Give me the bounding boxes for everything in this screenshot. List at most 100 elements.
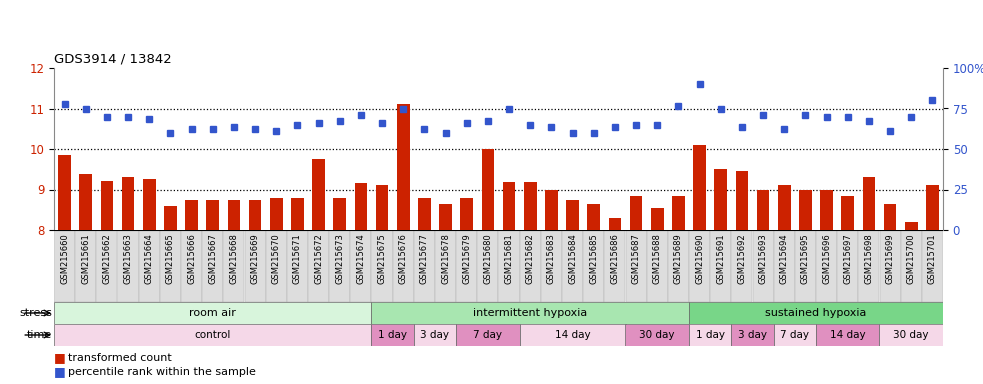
Bar xyxy=(96,230,118,302)
Bar xyxy=(355,184,368,230)
Text: 7 day: 7 day xyxy=(474,330,502,340)
Text: 3 day: 3 day xyxy=(738,330,767,340)
Text: GSM215682: GSM215682 xyxy=(526,233,535,284)
Text: GSM215696: GSM215696 xyxy=(822,233,831,284)
Bar xyxy=(651,208,664,230)
Bar xyxy=(54,324,372,346)
Text: 30 day: 30 day xyxy=(894,330,929,340)
Bar xyxy=(583,230,605,302)
Text: ■: ■ xyxy=(54,351,70,364)
Text: GSM215677: GSM215677 xyxy=(420,233,429,285)
Text: room air: room air xyxy=(190,308,236,318)
Bar xyxy=(715,169,727,230)
Bar xyxy=(80,174,92,230)
Bar xyxy=(566,200,579,230)
Text: GSM215667: GSM215667 xyxy=(208,233,217,285)
Text: 14 day: 14 day xyxy=(554,330,591,340)
Bar xyxy=(456,230,478,302)
Text: GSM215689: GSM215689 xyxy=(674,233,683,284)
Bar xyxy=(608,218,621,230)
Bar xyxy=(185,200,198,230)
Text: 7 day: 7 day xyxy=(781,330,809,340)
Text: 30 day: 30 day xyxy=(640,330,675,340)
Bar xyxy=(223,230,245,302)
Text: GSM215687: GSM215687 xyxy=(632,233,641,285)
Text: 14 day: 14 day xyxy=(830,330,866,340)
Bar xyxy=(588,204,600,230)
Text: GSM215693: GSM215693 xyxy=(759,233,768,284)
Text: GSM215697: GSM215697 xyxy=(843,233,852,284)
Bar xyxy=(731,324,774,346)
Text: GSM215690: GSM215690 xyxy=(695,233,704,284)
Bar xyxy=(884,204,896,230)
Text: GSM215669: GSM215669 xyxy=(251,233,260,284)
Bar xyxy=(206,200,219,230)
Text: control: control xyxy=(195,330,231,340)
Bar xyxy=(520,230,541,302)
Bar xyxy=(372,324,414,346)
Text: GSM215663: GSM215663 xyxy=(124,233,133,285)
Bar xyxy=(122,177,135,230)
Bar xyxy=(926,185,939,230)
Text: time: time xyxy=(27,330,52,340)
Text: stress: stress xyxy=(19,308,52,318)
Bar xyxy=(376,185,388,230)
Text: percentile rank within the sample: percentile rank within the sample xyxy=(68,367,256,377)
Bar xyxy=(291,198,304,230)
Text: GSM215668: GSM215668 xyxy=(229,233,239,285)
Bar xyxy=(460,198,473,230)
Bar xyxy=(164,206,177,230)
Bar xyxy=(900,230,922,302)
Bar xyxy=(333,198,346,230)
Bar xyxy=(520,324,625,346)
Text: GSM215700: GSM215700 xyxy=(906,233,916,284)
Text: GSM215681: GSM215681 xyxy=(504,233,513,284)
Bar xyxy=(693,145,706,230)
Bar xyxy=(478,230,498,302)
Text: GSM215688: GSM215688 xyxy=(653,233,662,285)
Bar xyxy=(482,149,494,230)
Text: intermittent hypoxia: intermittent hypoxia xyxy=(473,308,588,318)
Text: GSM215683: GSM215683 xyxy=(547,233,556,285)
Bar xyxy=(54,230,75,302)
Bar xyxy=(905,222,917,230)
Bar xyxy=(308,230,329,302)
Text: GSM215661: GSM215661 xyxy=(82,233,90,284)
Text: GSM215670: GSM215670 xyxy=(271,233,281,284)
Bar xyxy=(795,230,816,302)
Bar xyxy=(456,324,520,346)
Bar xyxy=(397,104,410,230)
Bar xyxy=(313,159,325,230)
Bar xyxy=(372,230,392,302)
Text: GSM215678: GSM215678 xyxy=(441,233,450,285)
Text: 3 day: 3 day xyxy=(421,330,449,340)
Text: GSM215701: GSM215701 xyxy=(928,233,937,284)
Text: GSM215698: GSM215698 xyxy=(864,233,874,284)
Text: GSM215699: GSM215699 xyxy=(886,233,895,284)
Bar xyxy=(605,230,625,302)
Bar xyxy=(392,230,414,302)
Bar xyxy=(414,230,435,302)
Bar xyxy=(118,230,139,302)
Bar xyxy=(202,230,223,302)
Text: GSM215685: GSM215685 xyxy=(589,233,599,284)
Bar xyxy=(372,302,689,324)
Bar xyxy=(816,324,880,346)
Bar xyxy=(672,195,685,230)
Bar xyxy=(858,230,880,302)
Bar xyxy=(143,179,155,230)
Bar xyxy=(880,324,943,346)
Bar xyxy=(820,189,833,230)
Text: GSM215684: GSM215684 xyxy=(568,233,577,284)
Text: GSM215692: GSM215692 xyxy=(737,233,746,284)
Bar xyxy=(862,177,875,230)
Bar xyxy=(502,182,515,230)
Text: 1 day: 1 day xyxy=(378,330,407,340)
Bar xyxy=(329,230,350,302)
Text: GSM215680: GSM215680 xyxy=(484,233,492,284)
Text: GSM215671: GSM215671 xyxy=(293,233,302,284)
Text: GSM215664: GSM215664 xyxy=(145,233,153,284)
Bar xyxy=(689,302,943,324)
Text: GSM215665: GSM215665 xyxy=(166,233,175,284)
Bar xyxy=(689,324,731,346)
